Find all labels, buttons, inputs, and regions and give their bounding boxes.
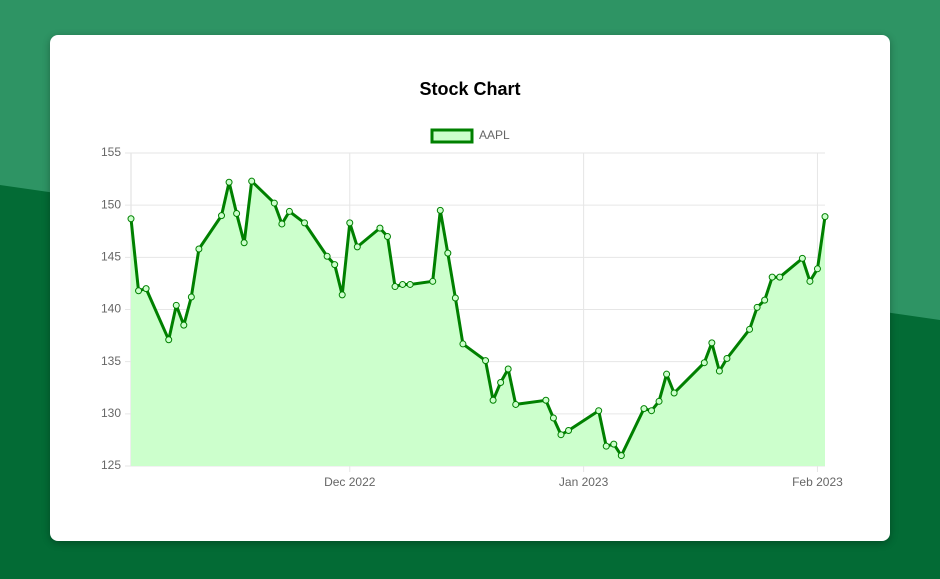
point [406,280,414,288]
point [617,452,625,460]
point [512,400,520,408]
x-tick-label: Dec 2022 [324,475,376,489]
point [338,291,346,299]
point [331,261,339,269]
point [142,285,150,293]
point [761,296,769,304]
point [270,199,278,207]
point [663,370,671,378]
point [655,397,663,405]
point [391,283,399,291]
point [323,252,331,260]
legend-swatch [430,128,474,144]
point [768,273,776,281]
point [240,239,248,247]
point [753,303,761,311]
point [813,265,821,273]
point [172,301,180,309]
chart-title: Stock Chart [419,79,520,99]
point [610,440,618,448]
point [542,396,550,404]
point [806,277,814,285]
point [187,293,195,301]
point [233,210,241,218]
point [165,336,173,344]
point [557,431,565,439]
y-tick-label: 130 [101,406,121,420]
point [715,367,723,375]
point [640,405,648,413]
point [821,213,829,221]
point [776,273,784,281]
point [497,379,505,387]
point [444,249,452,257]
point [746,325,754,333]
point [565,427,573,435]
point [285,207,293,215]
y-tick-label: 135 [101,354,121,368]
point [346,219,354,227]
point [429,277,437,285]
point [602,442,610,450]
point [383,232,391,240]
y-tick-label: 140 [101,302,121,316]
point [127,215,135,223]
y-tick-label: 150 [101,197,121,211]
x-tick-label: Feb 2023 [792,475,843,489]
point [278,220,286,228]
point [195,245,203,253]
point [225,178,233,186]
y-tick-label: 155 [101,145,121,159]
point [248,177,256,185]
point [436,206,444,214]
point [482,357,490,365]
point [399,280,407,288]
point [504,365,512,373]
point [218,212,226,220]
point [301,219,308,227]
point [376,224,384,232]
point [708,339,716,347]
point [135,287,143,295]
point [670,389,678,397]
point [180,321,188,329]
x-tick-label: Jan 2023 [559,475,609,489]
point [353,243,361,251]
point [700,359,708,367]
legend-label: AAPL [479,128,510,142]
y-tick-label: 125 [101,458,121,472]
y-tick-label: 145 [101,250,121,264]
point [723,355,731,363]
point [648,407,655,415]
area [131,181,825,466]
point [798,254,806,262]
point [489,396,497,404]
point [549,414,557,422]
point [459,340,467,348]
point [451,294,459,302]
point [595,407,603,415]
